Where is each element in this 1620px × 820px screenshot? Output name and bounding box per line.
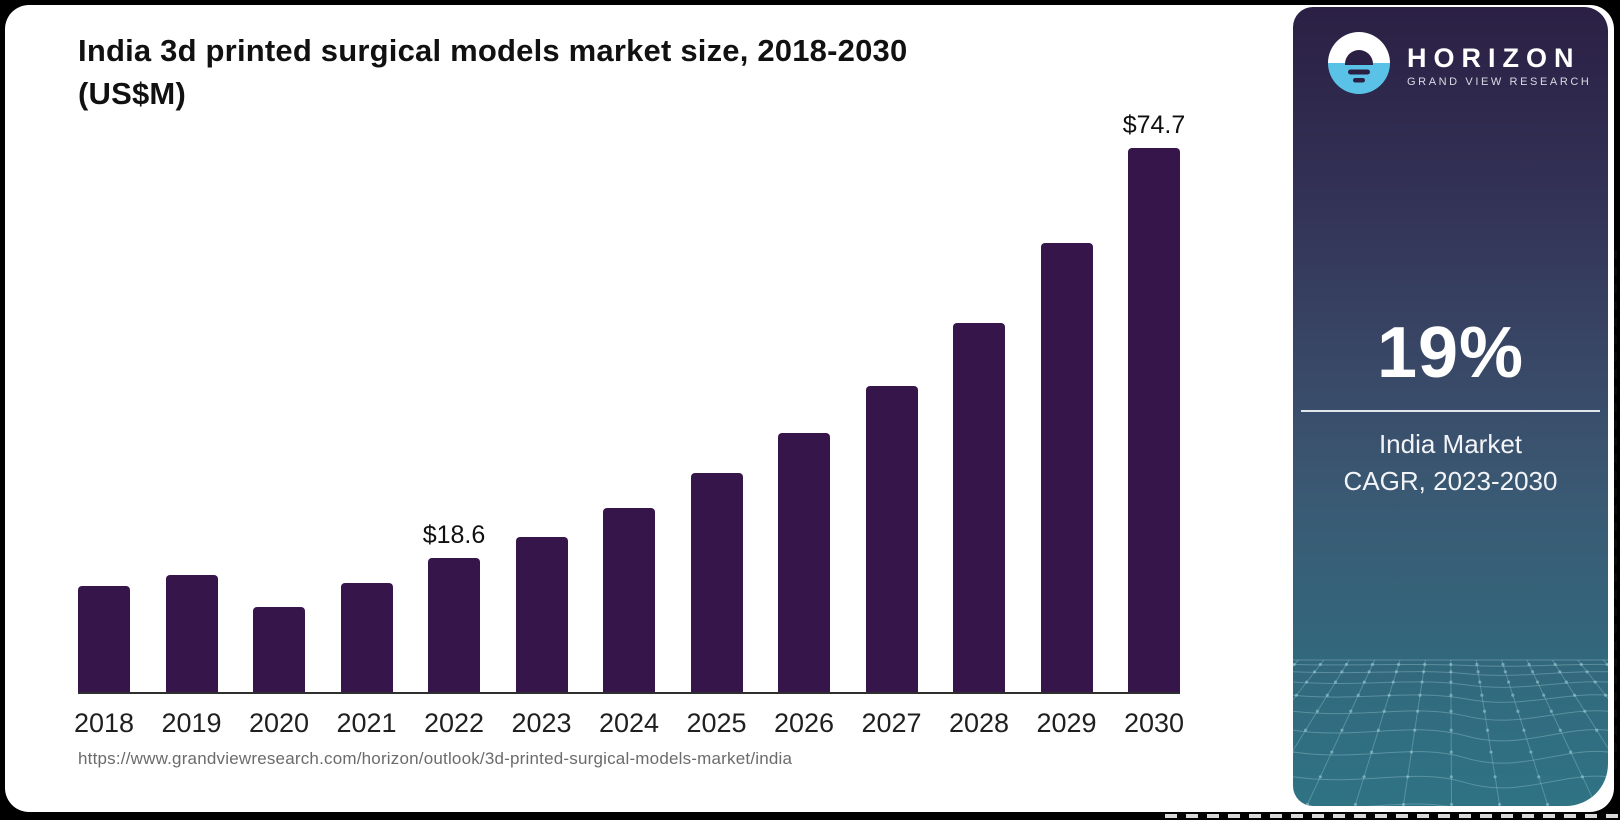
bar-column-2026 — [778, 433, 830, 694]
bar-column-2023 — [515, 537, 568, 694]
bar-value-label-2022: $18.6 — [422, 521, 486, 549]
bar-column-2027 — [865, 386, 918, 694]
x-axis-label-2022: 2022 — [423, 708, 485, 738]
chart-title-line1: India 3d printed surgical models market … — [78, 33, 908, 68]
bar-column-2029 — [1040, 243, 1093, 694]
bar-2022 — [428, 558, 480, 694]
stat-caption-line1: India Market — [1378, 429, 1523, 459]
source-url: https://www.grandviewresearch.com/horizo… — [78, 749, 793, 768]
bars: $18.6 $74.7 — [78, 111, 1185, 694]
bar-column-2030: $74.7 — [1123, 111, 1185, 694]
logo-text: HORIZON GRAND VIEW RESEARCH — [1407, 43, 1591, 88]
chart-title: India 3d printed surgical models market … — [78, 29, 1228, 115]
bar-column-2020 — [253, 607, 305, 694]
bar-2027 — [865, 386, 918, 694]
bar-column-2019 — [165, 575, 218, 694]
bar-2020 — [253, 607, 305, 694]
chart-title-line2: (US$M) — [78, 76, 186, 111]
x-axis-label-2024: 2024 — [598, 708, 660, 738]
bar-column-2022: $18.6 — [423, 521, 485, 694]
bottom-edge-dashes — [1165, 814, 1620, 818]
bar-2030 — [1128, 148, 1180, 694]
horizon-sunset-icon — [1327, 31, 1391, 100]
x-axis-label-2020: 2020 — [248, 708, 310, 738]
bar-column-2025 — [690, 473, 743, 694]
x-axis-label-2027: 2027 — [861, 708, 922, 738]
bar-column-2021 — [340, 583, 393, 694]
x-axis-label-2026: 2026 — [773, 708, 835, 738]
bar-2026 — [778, 433, 830, 694]
brand-name: HORIZON — [1407, 43, 1581, 73]
brand-subtitle: GRAND VIEW RESEARCH — [1407, 76, 1592, 88]
bar-2024 — [603, 508, 655, 694]
x-axis-label-2025: 2025 — [686, 708, 747, 738]
mesh-decoration — [1293, 659, 1608, 806]
x-axis-label-2029: 2029 — [1036, 708, 1097, 738]
infographic-card: India 3d printed surgical models market … — [5, 5, 1614, 812]
x-axis-label-2023: 2023 — [511, 708, 572, 738]
x-axis-labels: 2018 2019 2020 2021 2022 2023 2024 2025 2026 2027… — [74, 708, 1184, 739]
bar-2029 — [1040, 243, 1093, 694]
cagr-value: 19% — [1376, 313, 1525, 393]
stat-caption-line2: CAGR, 2023-2030 — [1343, 466, 1558, 496]
x-axis-label-2019: 2019 — [161, 708, 222, 738]
bar-2023 — [515, 537, 568, 694]
logo: HORIZON GRAND VIEW RESEARCH — [1327, 31, 1591, 100]
bar-value-label-2030: $74.7 — [1122, 111, 1186, 139]
x-axis-label-2028: 2028 — [948, 708, 1010, 738]
sidebar: HORIZON GRAND VIEW RESEARCH 19% India Ma… — [1293, 7, 1608, 806]
x-axis-label-2021: 2021 — [336, 708, 397, 738]
cagr-stat: 19% India Market CAGR, 2023-2030 — [1293, 312, 1608, 500]
stat-divider — [1301, 410, 1600, 412]
bar-2028 — [953, 323, 1005, 694]
x-axis-line — [78, 692, 1180, 694]
bar-2025 — [690, 473, 743, 694]
x-axis-label-2018: 2018 — [73, 708, 135, 738]
bar-column-2024 — [603, 508, 655, 694]
bar-column-2018 — [78, 586, 130, 694]
bar-2021 — [340, 583, 393, 694]
right-edge-dashes — [1614, 250, 1617, 775]
x-axis-label-2030: 2030 — [1123, 708, 1185, 738]
bar-2019 — [165, 575, 218, 694]
bar-column-2028 — [953, 323, 1005, 694]
bar-2018 — [78, 586, 130, 694]
